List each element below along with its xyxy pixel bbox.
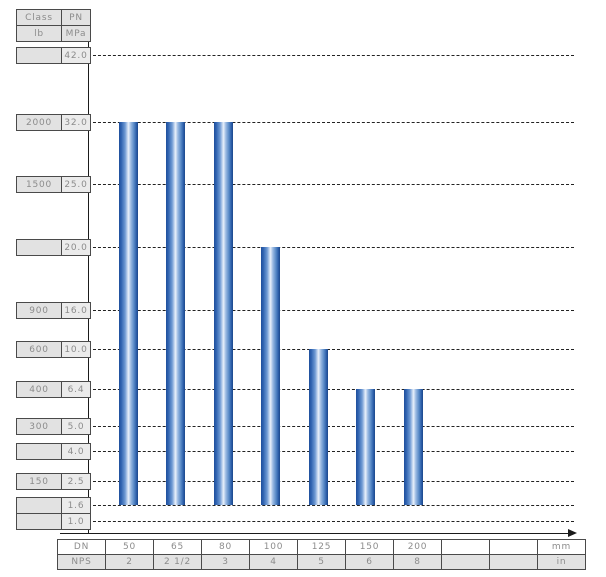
y-tick-class-value: 600	[29, 344, 49, 355]
x-axis-dn-cell: 100	[249, 539, 298, 555]
y-tick-class-value: 2000	[25, 117, 53, 128]
y-axis-tick-label: 400 6.4	[16, 381, 91, 398]
y-axis-header-pn: PN	[61, 10, 90, 25]
bar	[308, 349, 328, 505]
y-axis-unit-class: lb	[17, 26, 61, 41]
y-axis-tick-label: 1.6	[16, 497, 91, 514]
x-axis-table: DN 50 65 80 100 125 150 200 mm NPS 2 2 1/2 3 4 5 6 8 in	[57, 539, 586, 570]
y-tick-class-value: 400	[29, 384, 49, 395]
x-axis-dn-cell: 50	[105, 539, 154, 555]
y-tick-class-value	[17, 240, 61, 255]
y-tick-pn-value: 42.0	[61, 48, 90, 63]
x-axis-dn-cell: 65	[153, 539, 202, 555]
gridline	[88, 310, 574, 311]
y-tick-class-value	[17, 514, 61, 529]
y-tick-pn-value: 16.0	[61, 303, 90, 318]
x-axis-nps-cell: 4	[249, 554, 298, 570]
y-tick-class-value: 300	[29, 421, 49, 432]
y-axis-unit-pn: MPa	[61, 26, 90, 41]
x-axis-nps-header: NPS	[57, 554, 106, 570]
x-axis-line	[60, 533, 570, 534]
y-tick-class-value	[17, 498, 61, 513]
y-tick-pn-value: 1.0	[61, 514, 90, 529]
x-axis-nps-cell: 6	[345, 554, 394, 570]
y-axis-tick-label: 150 2.5	[16, 473, 91, 490]
bar	[356, 389, 376, 505]
y-tick-class-value: 150	[29, 476, 49, 487]
bar	[166, 122, 186, 505]
x-axis-nps-unit: in	[537, 554, 586, 570]
gridline	[88, 349, 574, 350]
x-axis-dn-unit: mm	[537, 539, 586, 555]
x-axis-nps-cell	[489, 554, 538, 570]
bar	[261, 247, 281, 505]
gridline	[88, 521, 574, 522]
y-tick-pn-value: 4.0	[61, 444, 90, 459]
y-tick-class-value	[17, 444, 61, 459]
y-axis-tick-label: 300 5.0	[16, 418, 91, 435]
x-axis-row-dn: DN 50 65 80 100 125 150 200 mm	[57, 539, 586, 555]
bar	[118, 122, 138, 505]
x-axis-nps-cell: 3	[201, 554, 250, 570]
x-axis-nps-cell: 5	[297, 554, 346, 570]
gridline	[88, 481, 574, 482]
y-tick-pn-value: 10.0	[61, 342, 90, 357]
bar	[403, 389, 423, 505]
y-axis-tick-label: 4.0	[16, 443, 91, 460]
y-axis-tick-label: 1500 25.0	[16, 176, 91, 193]
x-axis-dn-cell	[489, 539, 538, 555]
gridline	[88, 247, 574, 248]
y-tick-class-value	[17, 48, 61, 63]
x-axis-nps-cell: 2	[105, 554, 154, 570]
x-axis-dn-cell: 150	[345, 539, 394, 555]
y-axis-tick-label: 42.0	[16, 47, 91, 64]
bar	[213, 122, 233, 505]
x-axis-nps-cell: 2 1/2	[153, 554, 202, 570]
x-axis-dn-cell: 125	[297, 539, 346, 555]
gridline	[88, 389, 574, 390]
y-axis-tick-label: 1.0	[16, 513, 91, 530]
y-tick-pn-value: 5.0	[61, 419, 90, 434]
y-axis-header-class: Class	[17, 10, 61, 25]
y-axis-units: lb MPa	[16, 25, 91, 42]
y-axis-tick-label: 600 10.0	[16, 341, 91, 358]
y-tick-class-value: 900	[29, 305, 49, 316]
gridline	[88, 505, 574, 506]
y-tick-pn-value: 2.5	[61, 474, 90, 489]
x-axis-nps-cell	[441, 554, 490, 570]
gridline	[88, 55, 574, 56]
y-tick-pn-value: 25.0	[61, 177, 90, 192]
x-axis-row-nps: NPS 2 2 1/2 3 4 5 6 8 in	[57, 554, 586, 570]
y-tick-pn-value: 1.6	[61, 498, 90, 513]
x-axis-dn-cell	[441, 539, 490, 555]
gridline	[88, 184, 574, 185]
gridline	[88, 451, 574, 452]
x-axis-arrow-icon	[568, 529, 577, 537]
y-tick-pn-value: 20.0	[61, 240, 90, 255]
gridline	[88, 426, 574, 427]
y-axis-tick-label: 2000 32.0	[16, 114, 91, 131]
y-axis-tick-label: 20.0	[16, 239, 91, 256]
x-axis-dn-cell: 80	[201, 539, 250, 555]
y-axis-tick-label: 900 16.0	[16, 302, 91, 319]
y-tick-pn-value: 6.4	[61, 382, 90, 397]
x-axis-dn-cell: 200	[393, 539, 442, 555]
y-axis-header: Class PN	[16, 9, 91, 26]
y-tick-pn-value: 32.0	[61, 115, 90, 130]
gridline	[88, 122, 574, 123]
y-tick-class-value: 1500	[25, 179, 53, 190]
x-axis-dn-header: DN	[57, 539, 106, 555]
x-axis-nps-cell: 8	[393, 554, 442, 570]
